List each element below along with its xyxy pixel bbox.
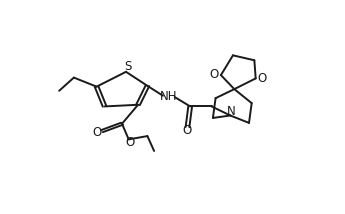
Text: O: O — [258, 71, 267, 85]
Text: NH: NH — [160, 90, 178, 103]
Text: O: O — [92, 126, 101, 139]
Text: O: O — [126, 136, 135, 149]
Text: S: S — [125, 60, 132, 73]
Text: O: O — [183, 124, 191, 137]
Text: O: O — [210, 68, 219, 81]
Text: N: N — [227, 105, 236, 118]
